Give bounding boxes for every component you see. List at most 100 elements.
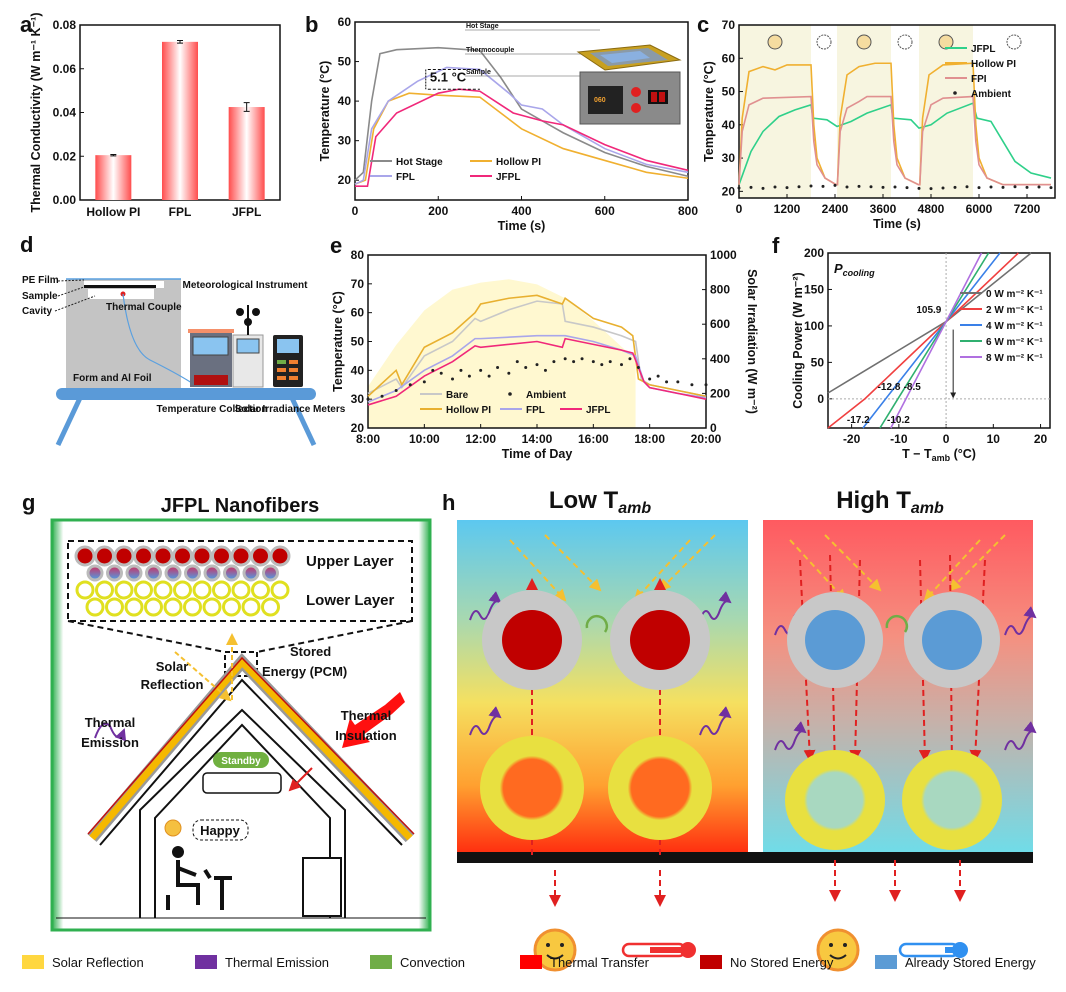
data-point xyxy=(394,389,398,393)
inset-label-hot-stage: Hot Stage xyxy=(466,23,499,30)
y-tick-label: 40 xyxy=(351,363,365,377)
x-tick-label: 200 xyxy=(428,204,448,218)
chart-e: 20 30 40 50 60 70 80 8:00 10:00 12:00 14:00 16:00 18… xyxy=(331,248,759,461)
phase-change-fiber xyxy=(164,564,182,582)
lower-layer-fiber xyxy=(231,580,251,600)
legend-swatch xyxy=(700,955,722,969)
lower-layer-fiber xyxy=(85,597,105,617)
no-stored-energy-fiber xyxy=(230,545,252,567)
data-point xyxy=(422,380,426,384)
x-axis-label: Time (s) xyxy=(873,217,921,231)
no-stored-energy-fiber xyxy=(211,545,232,567)
legend-swatch xyxy=(875,955,897,969)
charts: 0.00 0.02 0.04 0.06 0.08 Thermal Conductivity… xyxy=(29,13,1056,463)
plot-frame xyxy=(738,24,1056,199)
y-tick-label: 20 xyxy=(351,421,365,435)
no-stored-energy-fiber xyxy=(250,545,271,567)
panel-label-b: b xyxy=(305,12,318,37)
legend-swatch xyxy=(370,955,392,969)
y-axis-label: Cooling Power (W m⁻²) xyxy=(791,272,805,408)
x-axis-label-text: T − T xyxy=(902,447,932,461)
light-on-shading xyxy=(919,25,973,198)
p-cooling-label: Pcooling xyxy=(834,261,875,278)
legend-swatch xyxy=(953,91,957,95)
data-point xyxy=(591,360,595,364)
legend-label: Already Stored Energy xyxy=(905,955,1036,970)
label-sample: Sample xyxy=(22,291,58,302)
panel-label-g: g xyxy=(22,490,35,515)
data-point xyxy=(1013,185,1017,189)
high-title-text: High T xyxy=(836,487,911,514)
y-tick-label: 60 xyxy=(722,51,736,65)
y-tick-label: 20 xyxy=(338,173,352,187)
data-point xyxy=(1025,185,1029,189)
legend: JFPL Hollow PI FPI Ambient xyxy=(945,44,1016,100)
lit-bulb-icon xyxy=(767,34,783,50)
x-tick-label: 20:00 xyxy=(691,432,722,446)
data-point xyxy=(785,186,789,190)
data-point xyxy=(552,360,556,364)
data-point xyxy=(821,184,825,188)
data-point xyxy=(459,368,463,372)
data-point xyxy=(380,394,384,398)
data-point xyxy=(620,363,623,367)
y2-tick-label: 1000 xyxy=(710,248,737,262)
unlit-bulb-icon xyxy=(897,34,913,50)
y-axis-label: Thermal Conductivity (W m⁻¹ K⁻¹) xyxy=(29,13,43,213)
phase-change-fiber xyxy=(145,564,162,582)
label-form-al-foil: Form and Al Foil xyxy=(73,373,152,384)
unlit-bulb-icon xyxy=(1006,34,1022,50)
x-tick-label: 14:00 xyxy=(522,432,553,446)
legend-label: 2 W m⁻² K⁻¹ xyxy=(986,305,1043,316)
x-axis-label-text: Time (s) xyxy=(498,219,546,233)
legend: Hot Stage Hollow PI FPL JFPL xyxy=(370,157,541,183)
label-cavity: Cavity xyxy=(22,306,52,317)
bar xyxy=(95,155,132,200)
bar xyxy=(228,107,265,200)
lower-layer-fiber xyxy=(183,597,202,617)
phase-change-fiber xyxy=(86,564,104,582)
thermal-emission-wave xyxy=(1004,721,1037,751)
no-stored-energy-fiber xyxy=(191,545,213,567)
error-bar xyxy=(110,154,117,157)
y-tick-label: 200 xyxy=(804,246,824,260)
legend-label: 6 W m⁻² K⁻¹ xyxy=(986,337,1043,348)
high-title-subscript: amb xyxy=(911,500,944,517)
bottom-legend: Solar Reflection Thermal Emission Convecti… xyxy=(22,955,1036,970)
data-point xyxy=(572,360,576,364)
y-tick-label: 50 xyxy=(722,85,736,99)
series-line xyxy=(827,252,1019,429)
data-point xyxy=(1049,186,1053,190)
y-tick-label: 20 xyxy=(722,184,736,198)
person-at-desk-icon xyxy=(166,846,232,910)
convection-icon xyxy=(585,615,609,633)
data-point xyxy=(535,363,539,367)
phase-change-fiber xyxy=(125,564,143,582)
data-point xyxy=(628,357,632,361)
y-tick-label: 50 xyxy=(811,355,825,369)
nanofiber-layers xyxy=(74,545,291,617)
data-point xyxy=(905,186,909,190)
solar-reflection-arrow xyxy=(633,539,691,602)
legend: 0 W m⁻² K⁻¹ 2 W m⁻² K⁻¹ 4 W m⁻² K⁻¹ 6 W m⁻²… xyxy=(960,289,1043,364)
low-title-text: Low T xyxy=(549,487,619,514)
solar-reflection-arrow xyxy=(948,534,1006,592)
solar-reflection-label-1: Solar xyxy=(156,659,189,674)
data-point xyxy=(600,363,604,367)
x-tick-label: 10 xyxy=(987,432,1001,446)
legend-label: Thermal Transfer xyxy=(550,955,650,970)
data-point xyxy=(636,365,640,369)
y-tick-label: 0.00 xyxy=(53,193,77,207)
label-temperature-collection: Temperature Collection xyxy=(157,404,268,415)
hot-thermometer-icon xyxy=(621,942,696,958)
low-tamb-title: Low Tamb xyxy=(549,487,651,517)
error-bar xyxy=(177,40,183,44)
x-tick-label: 600 xyxy=(595,204,615,218)
series-line xyxy=(738,62,1051,186)
data-point xyxy=(487,374,491,378)
legend-label: FPI xyxy=(971,74,987,85)
lower-layer-fiber xyxy=(105,597,124,617)
category-label: FPL xyxy=(169,205,192,219)
no-stored-energy-fiber xyxy=(113,545,135,567)
